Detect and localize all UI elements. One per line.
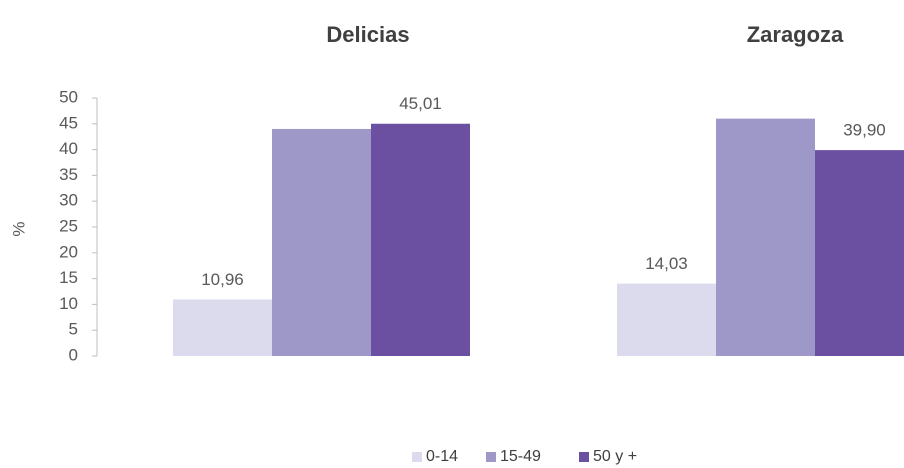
legend-label: 15-49 bbox=[500, 448, 541, 465]
bar-delicias-15-49 bbox=[272, 128, 371, 356]
data-label-zaragoza-0-14: 14,03 bbox=[645, 254, 688, 273]
y-tick-label: 30 bbox=[59, 191, 78, 210]
bar-delicias-50-y bbox=[371, 123, 470, 356]
y-tick-label: 35 bbox=[59, 165, 78, 184]
bar-zaragoza-15-49 bbox=[716, 118, 815, 356]
bar-zaragoza-50-y bbox=[815, 150, 904, 356]
data-label-delicias-0-14: 10,96 bbox=[201, 270, 244, 289]
data-labels: 10,96 45,01 14,03 39,90 bbox=[201, 94, 886, 289]
y-tick-label: 0 bbox=[69, 345, 78, 364]
group-title-delicias: Delicias bbox=[326, 22, 409, 47]
legend-item-50-y: 50 y + bbox=[579, 448, 637, 465]
data-label-delicias-50-y: 45,01 bbox=[399, 94, 442, 113]
legend-label: 0-14 bbox=[426, 448, 458, 465]
bar-zaragoza-0-14 bbox=[617, 283, 716, 356]
y-tick-label: 45 bbox=[59, 113, 78, 132]
y-tick-label: 40 bbox=[59, 139, 78, 158]
group-titles: Delicias Zaragoza bbox=[326, 22, 844, 47]
y-tick-label: 10 bbox=[59, 294, 78, 313]
group-title-zaragoza: Zaragoza bbox=[747, 22, 844, 47]
legend-swatch bbox=[412, 452, 422, 462]
legend-label: 50 y + bbox=[593, 448, 637, 465]
y-tick-label: 25 bbox=[59, 216, 78, 235]
y-axis: % 0 5 10 15 20 25 30 35 40 45 50 bbox=[9, 87, 98, 364]
bars bbox=[173, 118, 904, 356]
y-tick-label: 15 bbox=[59, 268, 78, 287]
legend-item-0-14: 0-14 bbox=[412, 448, 458, 465]
legend-swatch bbox=[486, 452, 496, 462]
legend-item-15-49: 15-49 bbox=[486, 448, 541, 465]
data-label-zaragoza-50-y: 39,90 bbox=[843, 121, 886, 140]
y-tick-label: 5 bbox=[69, 320, 78, 339]
y-tick-label: 50 bbox=[59, 87, 78, 106]
y-tick-label: 20 bbox=[59, 242, 78, 261]
legend: 0-14 15-49 50 y + bbox=[412, 448, 637, 465]
y-axis-title: % bbox=[9, 221, 28, 236]
legend-swatch bbox=[579, 452, 589, 462]
bar-delicias-0-14 bbox=[173, 299, 272, 356]
